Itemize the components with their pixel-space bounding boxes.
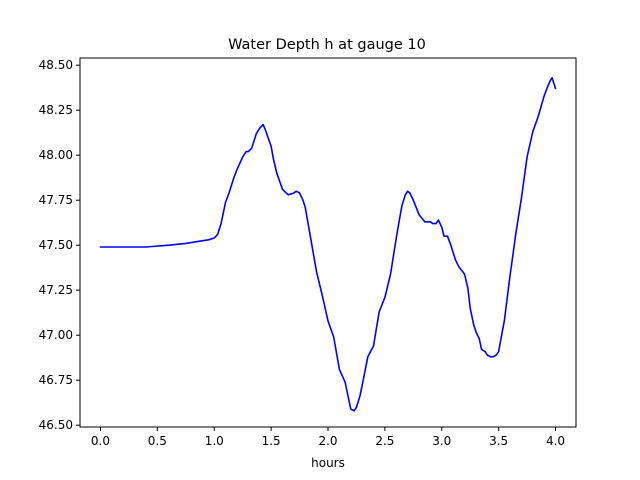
x-tick-label: 0.5 <box>148 434 167 448</box>
x-axis-label: hours <box>311 456 345 470</box>
axes-frame <box>79 57 577 428</box>
y-tick-label: 48.00 <box>39 148 73 162</box>
y-tick-label: 48.25 <box>39 103 73 117</box>
y-tick-label: 47.25 <box>39 283 73 297</box>
plot-area: 0.0 0.5 1.0 1.5 2.0 2.5 3.0 3.5 4.0 46.50 46.75 47.… <box>39 57 577 448</box>
x-tick-label: 2.5 <box>375 434 394 448</box>
y-tick-label: 47.50 <box>39 238 73 252</box>
x-tick-label: 1.5 <box>262 434 281 448</box>
y-tick-label: 47.75 <box>39 193 73 207</box>
y-tick-label: 47.00 <box>39 328 73 342</box>
y-tick-label: 48.50 <box>39 58 73 72</box>
y-tick-label: 46.50 <box>39 418 73 432</box>
x-tick-label: 2.0 <box>318 434 337 448</box>
x-tick-label: 3.5 <box>489 434 508 448</box>
series-line-0 <box>99 77 557 412</box>
x-tick-label: 4.0 <box>546 434 565 448</box>
y-tick-label: 46.75 <box>39 373 73 387</box>
x-tick-label: 3.0 <box>432 434 451 448</box>
chart-title: Water Depth h at gauge 10 <box>228 37 426 53</box>
x-tick-label: 1.0 <box>205 434 224 448</box>
x-tick-label: 0.0 <box>91 434 110 448</box>
